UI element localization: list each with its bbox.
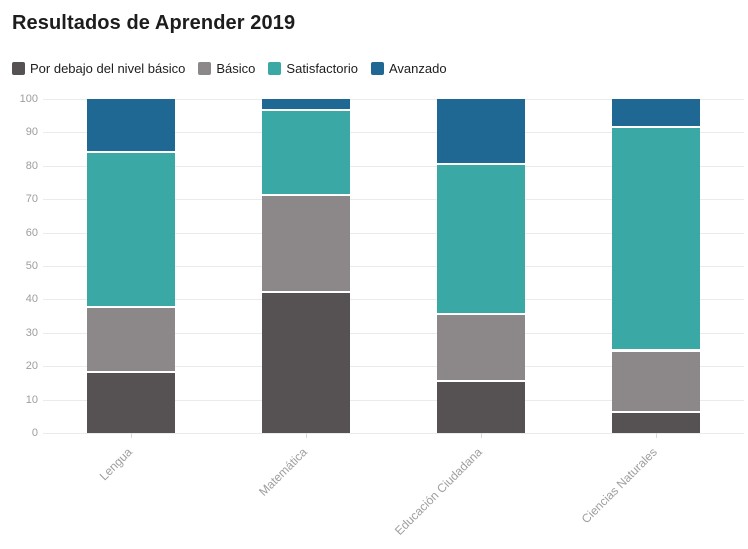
legend-label: Avanzado [388, 61, 447, 76]
x-axis-tick [481, 433, 482, 438]
bar-segment [87, 306, 175, 372]
y-tick-label: 60 [25, 227, 38, 239]
y-tick-label: 70 [25, 193, 38, 205]
gridline [43, 433, 744, 434]
legend-swatch-icon [198, 62, 212, 75]
gridline [43, 132, 744, 133]
bar-segment [612, 125, 700, 350]
legend-label: Por debajo del nivel básico [30, 61, 186, 76]
bar-segment [262, 194, 350, 292]
x-tick-label: Lengua [96, 445, 135, 484]
x-axis-tick [656, 433, 657, 438]
y-tick-label: 30 [25, 327, 38, 339]
bar-segment [87, 371, 175, 433]
bar-segment [262, 291, 350, 433]
bar-segment [612, 349, 700, 412]
chart-title: Resultados de Aprender 2019 [12, 12, 296, 34]
bar-segment [87, 150, 175, 307]
bar-segment [437, 162, 525, 313]
bar-segment [612, 99, 700, 126]
legend-item: Avanzado [370, 61, 447, 76]
x-axis-tick [131, 433, 132, 438]
bar-segment [437, 99, 525, 163]
bar-segment [262, 99, 350, 109]
gridline [43, 366, 744, 367]
legend-item: Por debajo del nivel básico [12, 61, 185, 76]
x-axis-tick [306, 433, 307, 438]
y-tick-label: 20 [25, 360, 38, 372]
gridline [43, 166, 744, 167]
legend-swatch-icon [370, 62, 384, 75]
gridline [43, 299, 744, 300]
y-tick-label: 100 [19, 93, 38, 105]
legend-swatch-icon [12, 62, 25, 75]
bar-segment [262, 109, 350, 195]
gridline [43, 233, 744, 234]
x-tick-label: Educación Ciudadana [391, 445, 485, 538]
y-tick-label: 10 [25, 394, 38, 406]
gridline [43, 99, 744, 100]
legend-item: Básico [198, 61, 255, 76]
bar-segment [87, 99, 175, 151]
x-tick-label: Ciencias Naturales [578, 445, 660, 527]
y-tick-label: 0 [31, 427, 38, 439]
bar-segment [437, 312, 525, 380]
gridline [43, 266, 744, 267]
bar-segment [437, 379, 525, 433]
gridline [43, 333, 744, 334]
gridline [43, 400, 744, 401]
bar-segment [612, 411, 700, 433]
legend-item: Satisfactorio [268, 61, 358, 76]
legend: Por debajo del nivel básico Básico Satisfa… [12, 61, 447, 76]
legend-label: Satisfactorio [286, 61, 358, 76]
y-tick-label: 90 [25, 126, 38, 138]
y-tick-label: 80 [25, 160, 38, 172]
x-tick-label: Matemática [256, 445, 310, 499]
legend-label: Básico [216, 61, 256, 76]
gridline [43, 199, 744, 200]
y-tick-label: 40 [25, 293, 38, 305]
y-tick-label: 50 [25, 260, 38, 272]
legend-swatch-icon [268, 62, 282, 75]
